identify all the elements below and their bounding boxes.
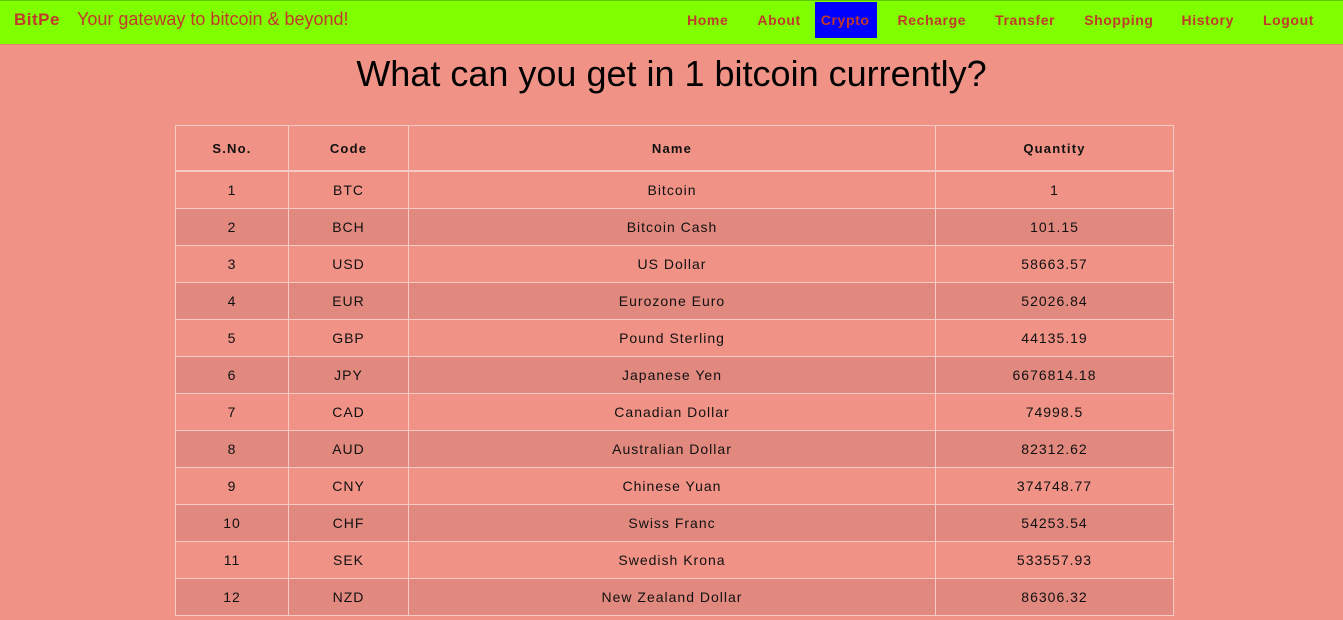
nav-link-logout[interactable]: Logout — [1262, 12, 1314, 28]
cell-quantity: 58663.57 — [935, 245, 1174, 283]
cell-sno: 11 — [175, 541, 289, 579]
site-tagline: Your gateway to bitcoin & beyond! — [77, 9, 349, 29]
column-header-quantity: Quantity — [935, 125, 1174, 172]
cell-name: Eurozone Euro — [408, 282, 936, 320]
cell-sno: 9 — [175, 467, 289, 505]
cell-sno: 4 — [175, 282, 289, 320]
cell-code: BTC — [288, 170, 409, 209]
cell-quantity: 1 — [935, 170, 1174, 209]
cell-code: CAD — [288, 393, 409, 431]
cell-name: Swedish Krona — [408, 541, 936, 579]
cell-quantity: 533557.93 — [935, 541, 1174, 579]
cell-sno: 6 — [175, 356, 289, 394]
nav-menu: Home About Crypto Recharge Transfer Shopping H… — [687, 1, 1343, 46]
cell-name: Japanese Yen — [408, 356, 936, 394]
cell-quantity: 52026.84 — [935, 282, 1174, 320]
table-row: 12 NZD New Zealand Dollar 86306.32 — [175, 578, 1174, 616]
cell-sno: 8 — [175, 430, 289, 468]
cell-quantity: 86306.32 — [935, 578, 1174, 616]
table-row: 1 BTC Bitcoin 1 — [175, 170, 1174, 209]
table-header-row: S.No. Code Name Quantity — [175, 125, 1174, 172]
cell-name: US Dollar — [408, 245, 936, 283]
cell-sno: 5 — [175, 319, 289, 357]
cell-sno: 2 — [175, 208, 289, 246]
table-row: 4 EUR Eurozone Euro 52026.84 — [175, 282, 1174, 320]
cell-name: New Zealand Dollar — [408, 578, 936, 616]
top-navbar: BitPe Your gateway to bitcoin & beyond! … — [0, 0, 1343, 45]
cell-name: Canadian Dollar — [408, 393, 936, 431]
cell-code: BCH — [288, 208, 409, 246]
nav-link-recharge[interactable]: Recharge — [897, 12, 967, 28]
nav-link-history[interactable]: History — [1181, 12, 1234, 28]
cell-sno: 1 — [175, 170, 289, 209]
cell-quantity: 101.15 — [935, 208, 1174, 246]
brand-logo[interactable]: BitPe — [14, 10, 60, 29]
cell-code: USD — [288, 245, 409, 283]
cell-code: GBP — [288, 319, 409, 357]
table-row: 5 GBP Pound Sterling 44135.19 — [175, 319, 1174, 357]
cell-quantity: 74998.5 — [935, 393, 1174, 431]
cell-quantity: 374748.77 — [935, 467, 1174, 505]
table-row: 6 JPY Japanese Yen 6676814.18 — [175, 356, 1174, 394]
cell-code: AUD — [288, 430, 409, 468]
cell-name: Swiss Franc — [408, 504, 936, 542]
table-row: 9 CNY Chinese Yuan 374748.77 — [175, 467, 1174, 505]
cell-sno: 3 — [175, 245, 289, 283]
nav-link-crypto[interactable]: Crypto — [814, 2, 877, 38]
cell-name: Bitcoin Cash — [408, 208, 936, 246]
nav-link-shopping[interactable]: Shopping — [1084, 12, 1154, 28]
table-row: 8 AUD Australian Dollar 82312.62 — [175, 430, 1174, 468]
table-row: 11 SEK Swedish Krona 533557.93 — [175, 541, 1174, 579]
page-title: What can you get in 1 bitcoin currently? — [356, 53, 987, 94]
cell-quantity: 44135.19 — [935, 319, 1174, 357]
column-header-name: Name — [408, 125, 936, 172]
column-header-sno: S.No. — [175, 125, 289, 172]
cell-code: NZD — [288, 578, 409, 616]
table-row: 2 BCH Bitcoin Cash 101.15 — [175, 208, 1174, 246]
cell-quantity: 6676814.18 — [935, 356, 1174, 394]
table-row: 7 CAD Canadian Dollar 74998.5 — [175, 393, 1174, 431]
cell-code: CNY — [288, 467, 409, 505]
cell-sno: 10 — [175, 504, 289, 542]
nav-link-transfer[interactable]: Transfer — [995, 12, 1056, 28]
table-row: 10 CHF Swiss Franc 54253.54 — [175, 504, 1174, 542]
cell-name: Pound Sterling — [408, 319, 936, 357]
cell-sno: 7 — [175, 393, 289, 431]
cell-quantity: 82312.62 — [935, 430, 1174, 468]
cell-quantity: 54253.54 — [935, 504, 1174, 542]
column-header-code: Code — [288, 125, 409, 172]
bitcoin-rates-table: S.No. Code Name Quantity 1 BTC Bitcoin 1 2 BC… — [175, 125, 1174, 616]
table-row: 3 USD US Dollar 58663.57 — [175, 245, 1174, 283]
cell-sno: 12 — [175, 578, 289, 616]
cell-code: EUR — [288, 282, 409, 320]
cell-name: Bitcoin — [408, 170, 936, 209]
nav-link-home[interactable]: Home — [687, 12, 729, 28]
cell-name: Chinese Yuan — [408, 467, 936, 505]
table-body: 1 BTC Bitcoin 1 2 BCH Bitcoin Cash 101.15 3 USD US… — [175, 170, 1174, 616]
cell-code: CHF — [288, 504, 409, 542]
cell-code: JPY — [288, 356, 409, 394]
cell-code: SEK — [288, 541, 409, 579]
nav-link-about[interactable]: About — [757, 12, 801, 28]
cell-name: Australian Dollar — [408, 430, 936, 468]
